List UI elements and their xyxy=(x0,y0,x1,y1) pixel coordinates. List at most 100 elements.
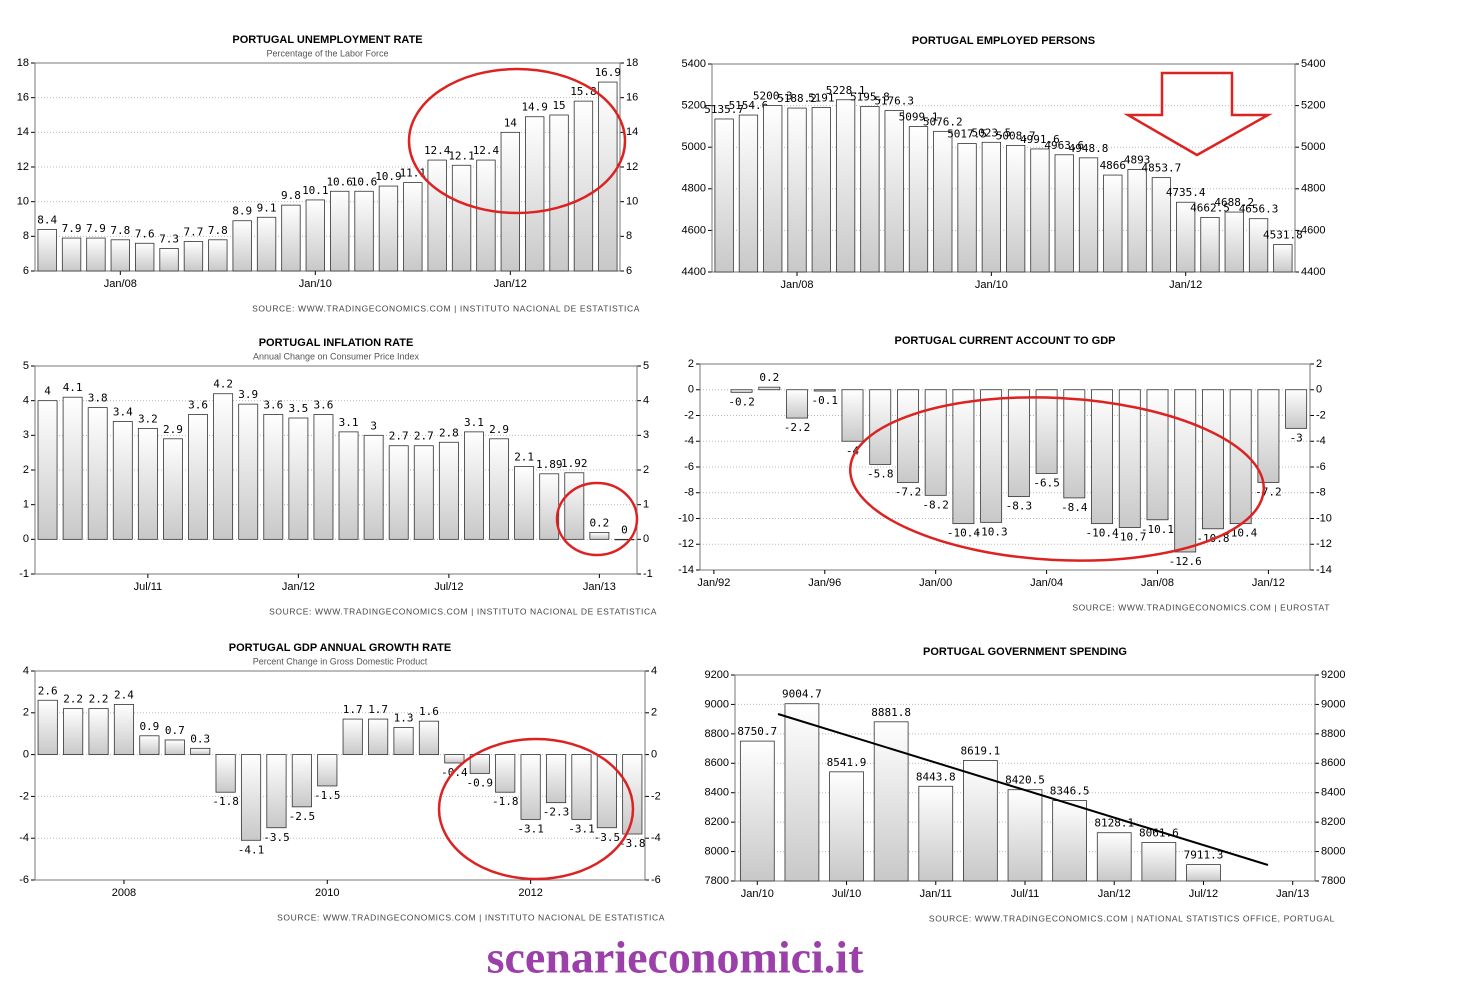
value-label: 0.3 xyxy=(190,732,210,745)
value-label: 11.1 xyxy=(400,167,427,180)
down-arrow xyxy=(1123,71,1273,157)
bar xyxy=(188,414,208,540)
bar xyxy=(232,220,252,272)
bar xyxy=(489,438,509,540)
value-label: 7911.3 xyxy=(1184,849,1224,862)
value-label: 1.7 xyxy=(368,703,388,716)
bar xyxy=(427,159,447,272)
y-tick-label: 9200 xyxy=(705,669,729,681)
value-label: 0.2 xyxy=(589,516,609,529)
value-label: 3.2 xyxy=(138,412,158,425)
value-label: 4853.7 xyxy=(1142,162,1182,175)
bar xyxy=(1285,389,1308,429)
chart-title: PORTUGAL GOVERNMENT SPENDING xyxy=(923,646,1127,658)
bar xyxy=(354,190,374,272)
bar xyxy=(1007,389,1030,498)
y2-tick-label: 0 xyxy=(1316,384,1322,396)
bar xyxy=(908,126,929,273)
y-tick-label: -8 xyxy=(684,487,694,499)
bar xyxy=(1091,389,1113,525)
y2-tick-label: 5200 xyxy=(1301,100,1325,112)
y-tick-label: 5000 xyxy=(682,141,706,153)
value-label: 5188.2 xyxy=(777,92,817,105)
y-tick-label: 10 xyxy=(17,196,29,208)
y-tick-label: -12 xyxy=(678,538,694,550)
value-label: -3.5 xyxy=(594,831,621,844)
value-label: 4.1 xyxy=(63,381,83,394)
value-label: -3.8 xyxy=(619,837,646,850)
value-label: -2.3 xyxy=(543,806,570,819)
bar xyxy=(811,107,831,273)
y2-tick-label: 0 xyxy=(651,749,657,761)
y-tick-label: 4 xyxy=(23,665,29,677)
x-tick-label: Jul/11 xyxy=(1011,888,1040,900)
value-label: 3 xyxy=(370,419,377,432)
bar xyxy=(739,740,775,882)
value-label: -0.1 xyxy=(812,394,839,407)
highlight-circle xyxy=(407,67,627,215)
y2-tick-label: -4 xyxy=(1316,435,1326,447)
bar xyxy=(730,389,753,393)
value-label: 4948.8 xyxy=(1069,142,1109,155)
y-tick-label: 7800 xyxy=(705,875,729,887)
x-tick-label: Jan/08 xyxy=(1141,577,1174,589)
bar xyxy=(266,754,287,829)
y2-tick-label: 0 xyxy=(643,533,649,545)
plot-frame xyxy=(34,670,646,881)
bar xyxy=(980,389,1003,523)
watermark: scenarieconomici.it xyxy=(487,932,865,983)
value-label: -0.2 xyxy=(728,395,755,408)
value-label: -3.5 xyxy=(263,831,290,844)
bar xyxy=(589,532,610,540)
bar xyxy=(378,185,399,272)
bar xyxy=(545,754,567,804)
plot-frame xyxy=(34,365,638,575)
bar xyxy=(330,190,350,272)
bar xyxy=(1118,389,1141,528)
bar xyxy=(240,754,262,841)
value-label: -6.5 xyxy=(1033,476,1060,489)
value-label: -3 xyxy=(1290,431,1303,444)
value-label: 4866 xyxy=(1100,159,1127,172)
value-label: 2.2 xyxy=(63,693,83,706)
y2-tick-label: -8 xyxy=(1316,487,1326,499)
value-label: 16.9 xyxy=(595,66,622,79)
value-label: 4.2 xyxy=(213,378,233,391)
x-tick-label: 2008 xyxy=(112,887,136,899)
bar xyxy=(1176,201,1196,273)
value-label: 4735.4 xyxy=(1166,186,1206,199)
chart-subtitle: Percent Change in Gross Domestic Product xyxy=(253,656,428,666)
bar xyxy=(952,389,975,525)
y-tick-label: -10 xyxy=(678,512,694,524)
value-label: 8.4 xyxy=(37,213,57,226)
value-label: 2.7 xyxy=(414,430,434,443)
value-label: 4893 xyxy=(1124,153,1151,166)
chart-source: SOURCE: WWW.TRADINGECONOMICS.COM | INSTI… xyxy=(269,606,657,616)
bar xyxy=(549,114,569,272)
bar xyxy=(451,164,472,272)
y2-tick-label: 8600 xyxy=(1321,757,1345,769)
value-label: 1.92 xyxy=(561,457,588,470)
bar xyxy=(263,414,284,540)
value-label: 2.9 xyxy=(489,423,509,436)
bar xyxy=(1035,389,1058,474)
y-tick-label: 16 xyxy=(17,92,29,104)
value-label: 3.6 xyxy=(314,399,334,412)
y2-tick-label: 5400 xyxy=(1301,58,1325,70)
y2-tick-label: -2 xyxy=(651,790,661,802)
value-label: 4531.8 xyxy=(1263,229,1303,242)
value-label: -8.2 xyxy=(922,498,949,511)
value-label: 4963.6 xyxy=(1044,139,1084,152)
y2-tick-label: 14 xyxy=(626,126,638,138)
highlight-circle xyxy=(555,481,639,557)
value-label: 12.4 xyxy=(473,144,500,157)
value-label: 0.7 xyxy=(165,724,185,737)
value-label: 5099.1 xyxy=(899,111,939,124)
value-label: 5228.1 xyxy=(826,84,866,97)
value-label: 8881.8 xyxy=(871,706,911,719)
bar xyxy=(525,116,545,272)
y-tick-label: -6 xyxy=(684,461,694,473)
value-label: 5191 xyxy=(808,91,835,104)
bar xyxy=(476,159,496,272)
